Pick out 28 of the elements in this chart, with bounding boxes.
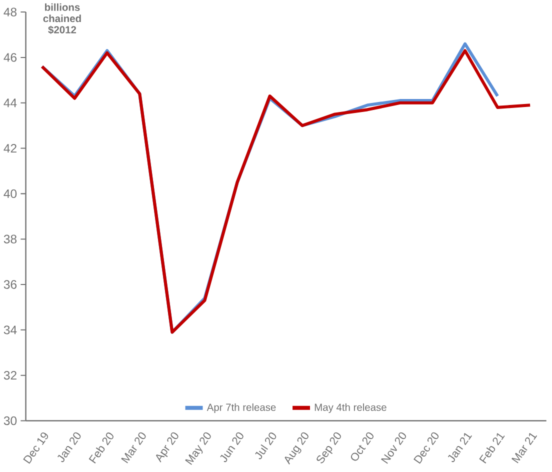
annotation: billions chained $2012 — [43, 4, 81, 34]
y-tick-label: 46 — [4, 53, 17, 62]
y-tick-label: 48 — [4, 8, 17, 17]
legend-label: Apr 7th release — [206, 404, 276, 414]
y-tick-label: 36 — [4, 280, 17, 289]
x-tick-label: Oct 20 — [350, 432, 374, 461]
x-tick-label: Mar 20 — [121, 432, 146, 464]
x-tick-label: Aug 20 — [284, 432, 308, 465]
y-tick-label: 34 — [4, 326, 17, 334]
x-tick-label: Jan 20 — [58, 432, 81, 462]
x-tick-label: Apr 20 — [156, 432, 178, 463]
x-tick-label: Dec 20 — [414, 432, 439, 464]
y-tick-label: 30 — [4, 416, 17, 426]
y-tick-label: 38 — [4, 234, 17, 244]
x-tick-label: Nov 20 — [381, 432, 406, 464]
x-tick-label: Jul 20 — [255, 432, 276, 460]
y-tick-label: 44 — [4, 98, 17, 108]
y-tick-label: 32 — [4, 371, 16, 380]
x-tick-label: Jun 20 — [220, 432, 244, 462]
legend-label: May 4th release — [314, 404, 386, 414]
x-tick-label: Dec 19 — [23, 432, 48, 464]
x-tick-label: Feb 20 — [88, 432, 114, 464]
x-tick-label: Sep 20 — [316, 432, 341, 464]
x-tick-label: Mar 21 — [512, 433, 538, 464]
y-tick-label: 40 — [4, 190, 17, 198]
x-tick-label: Feb 21 — [479, 433, 505, 464]
y-tick-label: 42 — [4, 144, 16, 153]
x-tick-label: Jan 21 — [448, 433, 472, 462]
